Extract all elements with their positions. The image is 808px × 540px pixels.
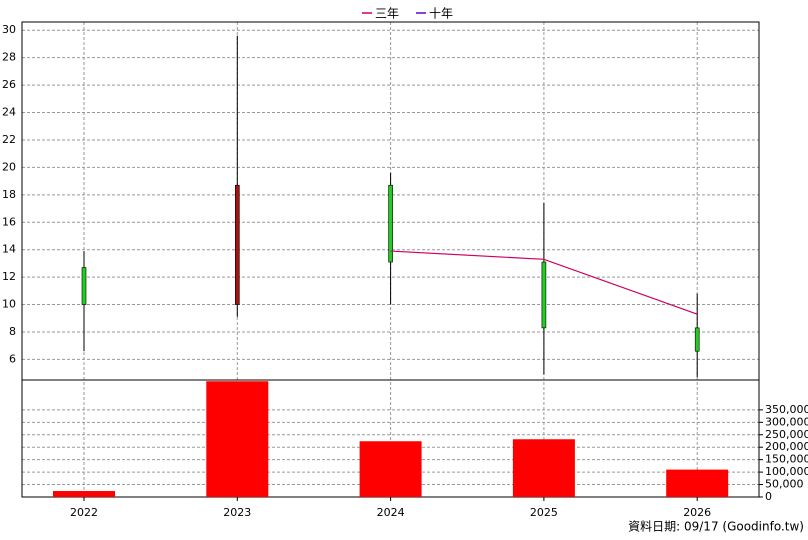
source-note: 資料日期: 09/17 (Goodinfo.tw) (628, 520, 804, 534)
volume-bar (206, 381, 269, 497)
volume-tick-label: 150,000 (765, 453, 808, 466)
y-tick-label: 14 (2, 243, 16, 256)
candle-body (81, 267, 87, 305)
volume-tick-label: 100,000 (765, 465, 808, 478)
x-tick-label: 2025 (530, 506, 558, 519)
volume-bar (512, 439, 575, 497)
volume-tick-label: 0 (765, 490, 772, 503)
volume-tick-label: 200,000 (765, 440, 808, 453)
y-tick-label: 8 (9, 325, 16, 338)
volume-tick-label: 300,000 (765, 415, 808, 428)
volume-bar (53, 491, 115, 497)
volume-tick-label: 350,000 (765, 403, 808, 416)
y-tick-label: 18 (2, 188, 16, 201)
legend-label: 十年 (429, 7, 453, 21)
y-tick-label: 20 (2, 160, 16, 173)
y-tick-label: 30 (2, 23, 16, 36)
volume-tick-label: 50,000 (765, 478, 804, 491)
candle-body (694, 327, 700, 352)
y-tick-label: 6 (9, 352, 16, 365)
x-tick-label: 2023 (223, 506, 251, 519)
y-tick-label: 16 (2, 215, 16, 228)
x-tick-label: 2026 (683, 506, 711, 519)
volume-bar (359, 441, 422, 497)
series-line (390, 250, 698, 315)
candle-body (235, 184, 240, 305)
y-tick-label: 22 (2, 133, 16, 146)
volume-tick-label: 250,000 (765, 428, 808, 441)
legend-label: 三年 (375, 7, 399, 21)
y-tick-label: 26 (2, 78, 16, 91)
candle-body (541, 261, 547, 329)
y-tick-label: 28 (2, 51, 16, 64)
y-tick-label: 24 (2, 106, 16, 119)
x-tick-label: 2024 (377, 506, 405, 519)
y-tick-label: 12 (2, 270, 16, 283)
x-tick-label: 2022 (70, 506, 98, 519)
volume-bar (666, 469, 729, 497)
candle-body (388, 184, 393, 263)
y-tick-label: 10 (2, 298, 16, 311)
